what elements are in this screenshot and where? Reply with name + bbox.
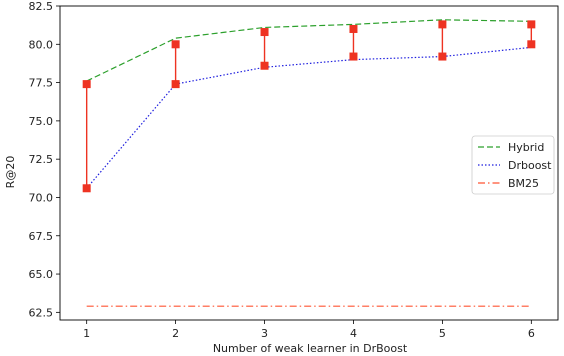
range-marker-low — [527, 40, 536, 49]
range-marker-low — [349, 52, 358, 61]
range-marker-high — [438, 20, 447, 29]
range-markers — [82, 20, 536, 193]
y-tick-label: 65.0 — [29, 268, 54, 281]
y-tick-label: 62.5 — [29, 306, 54, 319]
x-tick-label: 2 — [172, 327, 179, 340]
x-tick-label: 6 — [528, 327, 535, 340]
y-tick-label: 80.0 — [29, 38, 54, 51]
series-layer — [86, 19, 532, 307]
y-tick-label: 72.5 — [29, 153, 54, 166]
y-tick-label: 70.0 — [29, 191, 54, 204]
plot-border — [59, 5, 559, 321]
legend: Hybrid Drboost BM25 — [471, 135, 555, 195]
x-axis-ticks: 1 2 3 4 5 6 — [83, 320, 535, 340]
y-tick-label: 77.5 — [29, 77, 54, 90]
legend-label-drboost: Drboost — [508, 159, 552, 172]
range-marker-low — [171, 80, 180, 89]
legend-label-hybrid: Hybrid — [508, 141, 544, 154]
y-tick-label: 75.0 — [29, 115, 54, 128]
legend-label-bm25: BM25 — [508, 177, 539, 190]
range-marker-low — [82, 184, 91, 193]
x-tick-label: 4 — [350, 327, 357, 340]
y-tick-label: 67.5 — [29, 230, 54, 243]
legend-box — [471, 135, 555, 195]
range-marker-high — [349, 24, 358, 33]
range-marker-high — [527, 20, 536, 29]
x-axis-label: Number of weak learner in DrBoost — [213, 342, 408, 355]
range-marker-low — [260, 61, 269, 70]
series-line-hybrid — [86, 19, 532, 82]
range-marker-high — [260, 28, 269, 37]
x-tick-label: 3 — [261, 327, 268, 340]
y-axis-label: R@20 — [4, 156, 17, 189]
range-marker-high — [82, 80, 91, 89]
series-line-drboost — [86, 46, 532, 189]
x-tick-label: 1 — [83, 327, 90, 340]
range-marker-high — [171, 40, 180, 49]
y-tick-label: 82.5 — [29, 0, 54, 13]
x-tick-label: 5 — [439, 327, 446, 340]
plot-area — [59, 5, 559, 321]
y-axis-ticks: 62.5 65.0 67.5 70.0 72.5 75.0 77.5 80.0 82.5 — [29, 0, 60, 319]
range-marker-low — [438, 52, 447, 61]
